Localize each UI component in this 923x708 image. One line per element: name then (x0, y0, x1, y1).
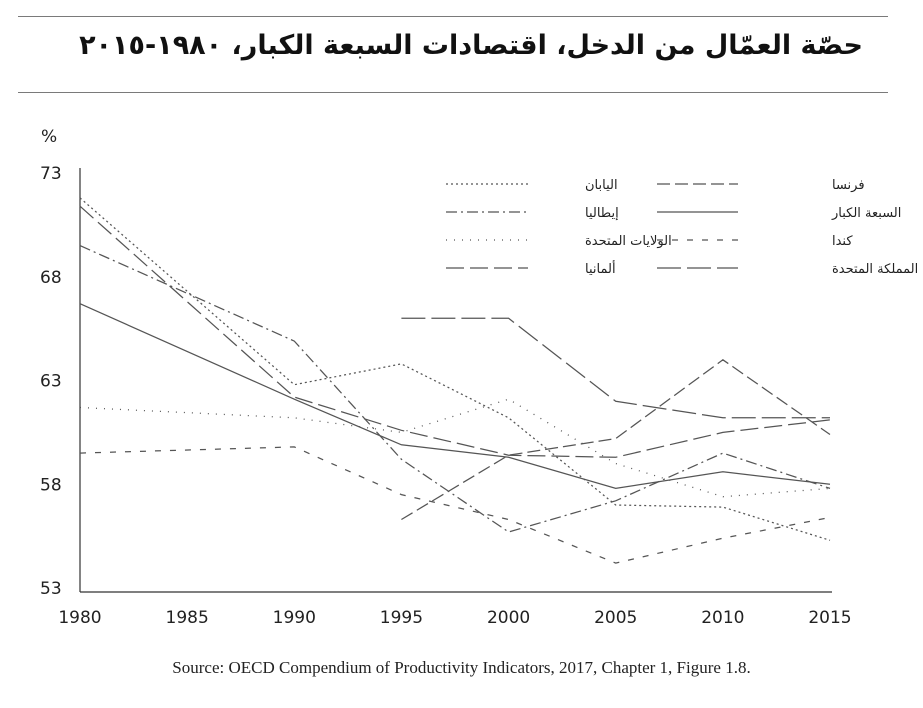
line-chart: % 53 58 63 68 73 1980 1985 1990 1995 2000 2005 201… (40, 127, 918, 628)
legend-label: الولايات المتحدة (585, 234, 672, 249)
x-tick-label: 2005 (594, 608, 637, 628)
x-tick-label: 2000 (487, 608, 530, 628)
legend-label: كندا (832, 234, 853, 249)
series-line (401, 317, 830, 419)
series-line (79, 245, 831, 533)
title-rule (18, 92, 888, 93)
x-tick-labels: 1980 1985 1990 1995 2000 2005 2010 2015 (58, 608, 851, 628)
series-line (79, 303, 831, 490)
y-tick-label: 73 (40, 164, 62, 184)
legend-label: السبعة الكبار (831, 206, 901, 221)
series-line (79, 205, 831, 458)
y-tick-label: 68 (40, 268, 62, 288)
series-line (79, 197, 831, 541)
legend-label: اليابان (585, 178, 618, 193)
chart-title: حصّة العمّال من الدخل، اقتصادات السبعة ا… (79, 30, 863, 61)
x-tick-label: 1990 (273, 608, 316, 628)
source-note: Source: OECD Compendium of Productivity … (172, 658, 751, 677)
x-tick-label: 1980 (58, 608, 101, 628)
series-lines (79, 197, 831, 564)
x-tick-label: 1995 (380, 608, 423, 628)
legend-label: المملكة المتحدة (832, 262, 918, 277)
x-tick-label: 1985 (166, 608, 209, 628)
top-rule (18, 16, 888, 17)
legend: اليابان فرنسا إيطاليا السبعة الكبار الولايات… (446, 178, 918, 277)
legend-label: ألمانيا (585, 260, 616, 277)
legend-label: إيطاليا (585, 206, 619, 221)
x-tick-label: 2015 (808, 608, 851, 628)
y-tick-label: 53 (40, 579, 62, 599)
y-axis-label: % (41, 127, 57, 147)
x-tick-label: 2010 (701, 608, 744, 628)
series-line (79, 398, 831, 498)
y-tick-label: 63 (40, 372, 62, 392)
y-tick-label: 58 (40, 475, 62, 495)
chart-axes (79, 168, 832, 593)
series-line (79, 446, 831, 564)
y-tick-labels: 53 58 63 68 73 (40, 164, 62, 599)
legend-label: فرنسا (832, 178, 865, 193)
series-line (401, 359, 831, 521)
